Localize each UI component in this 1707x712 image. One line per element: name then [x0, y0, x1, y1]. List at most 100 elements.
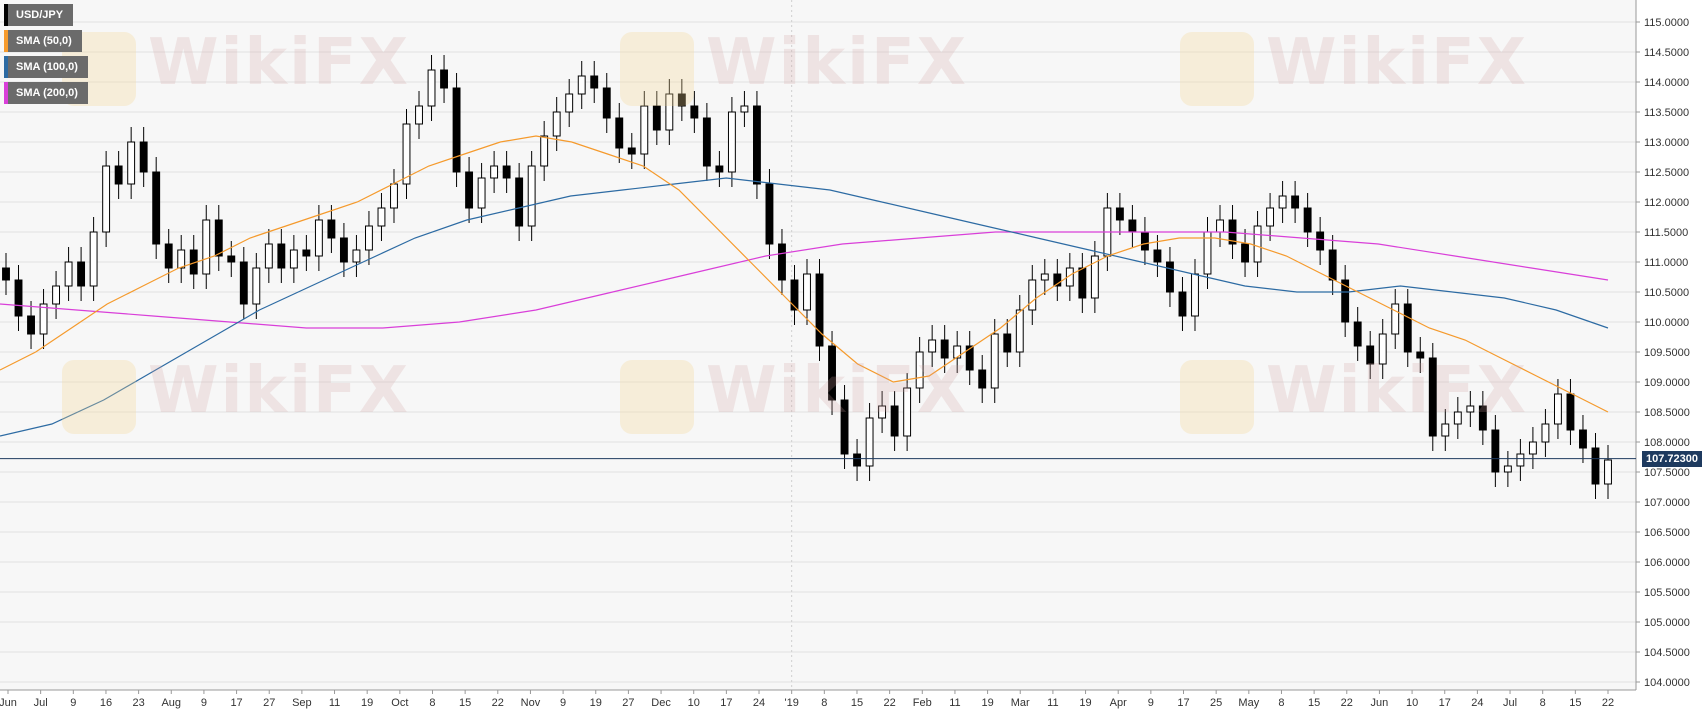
candle-body	[327, 219, 336, 239]
candle-body	[627, 147, 636, 155]
candle-body	[1391, 303, 1400, 335]
y-tick-label: 104.0000	[1644, 677, 1690, 689]
candle-body	[1090, 255, 1099, 299]
candle-body	[314, 219, 323, 257]
x-tick-label: 22	[884, 697, 896, 709]
y-tick-label: 113.0000	[1644, 137, 1689, 149]
x-tick-label: 15	[1308, 697, 1320, 709]
candle-body	[1604, 459, 1612, 485]
y-tick-label: 111.0000	[1644, 257, 1688, 269]
x-tick-label: Nov	[521, 697, 541, 709]
candle-body	[1353, 321, 1362, 347]
candle-body	[752, 105, 761, 185]
x-tick-label: Sep	[292, 697, 312, 709]
candle-body	[164, 243, 173, 269]
candle-body	[490, 165, 499, 179]
candle-body	[277, 243, 286, 269]
candles	[2, 55, 1612, 499]
candle-body	[1516, 453, 1525, 467]
candle-body	[377, 207, 386, 227]
legend-sma50[interactable]: SMA (50,0)	[4, 30, 82, 52]
x-tick-label: 10	[1406, 697, 1418, 709]
candle-body	[402, 123, 411, 185]
y-tick-label: 107.5000	[1644, 467, 1690, 479]
sma50-line	[0, 135, 1609, 413]
x-tick-label: 15	[1569, 697, 1581, 709]
candle-body	[1566, 393, 1575, 431]
candle-body	[1466, 405, 1475, 413]
y-tick-label: 108.0000	[1644, 437, 1690, 449]
candle-body	[1278, 195, 1287, 209]
candle-body	[1065, 267, 1074, 287]
candle-body	[840, 399, 849, 455]
candle-body	[1115, 207, 1124, 221]
candle-body	[1416, 351, 1425, 359]
candle-body	[577, 75, 586, 95]
candle-body	[427, 69, 436, 107]
x-tick-label: Aug	[161, 697, 181, 709]
y-tick-label: 115.0000	[1644, 17, 1689, 29]
candle-body	[527, 165, 536, 227]
candle-body	[465, 171, 474, 209]
candle-body	[302, 249, 311, 257]
y-tick-label: 104.5000	[1644, 647, 1690, 659]
candle-body	[990, 333, 999, 389]
last-price-badge: 107.72300	[1642, 450, 1702, 467]
candle-body	[1140, 231, 1149, 251]
candle-body	[177, 249, 186, 269]
y-tick-label: 106.0000	[1644, 557, 1690, 569]
candle-body	[289, 249, 298, 269]
candle-body	[1078, 267, 1087, 299]
candle-body	[1053, 273, 1062, 287]
candle-body	[652, 105, 661, 131]
x-tick-label: 24	[753, 697, 765, 709]
candle-body	[1528, 441, 1537, 455]
x-tick-label: '19	[785, 697, 799, 709]
candle-body	[1503, 465, 1512, 473]
candle-body	[477, 177, 486, 209]
legend-sma100[interactable]: SMA (100,0)	[4, 56, 88, 78]
candle-body	[865, 417, 874, 467]
x-tick-label: 10	[688, 697, 700, 709]
candle-body	[1441, 423, 1450, 437]
candle-body	[252, 267, 261, 305]
candle-body	[64, 261, 73, 287]
x-tick-label: 17	[1177, 697, 1189, 709]
y-tick-label: 108.5000	[1644, 407, 1690, 419]
x-tick-label: 17	[720, 697, 732, 709]
candle-body	[1291, 195, 1300, 209]
x-tick-label: Jun	[0, 697, 17, 709]
x-tick-label: 22	[1602, 697, 1614, 709]
candle-body	[940, 339, 949, 359]
x-tick-label: Jul	[34, 697, 48, 709]
y-tick-label: 114.5000	[1644, 47, 1689, 59]
candle-body	[602, 87, 611, 119]
candle-body	[502, 165, 511, 179]
candle-body	[214, 219, 223, 257]
x-tick-label: 11	[1047, 697, 1058, 709]
candle-body	[452, 87, 461, 173]
legend-sma200[interactable]: SMA (200,0)	[4, 82, 88, 104]
candle-body	[339, 237, 348, 263]
candle-body	[1153, 249, 1162, 263]
candle-body	[915, 351, 924, 389]
legend: USD/JPY SMA (50,0) SMA (100,0) SMA (200,…	[4, 4, 88, 104]
candle-body	[1453, 411, 1462, 425]
x-tick-label: 8	[429, 697, 435, 709]
candle-body	[890, 405, 899, 437]
candle-body	[928, 339, 937, 353]
candle-body	[139, 141, 148, 173]
candle-body	[552, 111, 561, 137]
x-tick-label: 9	[1148, 697, 1154, 709]
y-tick-label: 106.5000	[1644, 527, 1690, 539]
candle-body	[878, 405, 887, 419]
x-tick-label: Oct	[391, 697, 408, 709]
candle-body	[27, 315, 35, 335]
legend-usdjpy[interactable]: USD/JPY	[4, 4, 74, 26]
candle-body	[1191, 273, 1199, 317]
x-tick-label: 22	[1341, 697, 1353, 709]
x-tick-label: Apr	[1110, 697, 1127, 709]
candle-body	[239, 261, 248, 305]
